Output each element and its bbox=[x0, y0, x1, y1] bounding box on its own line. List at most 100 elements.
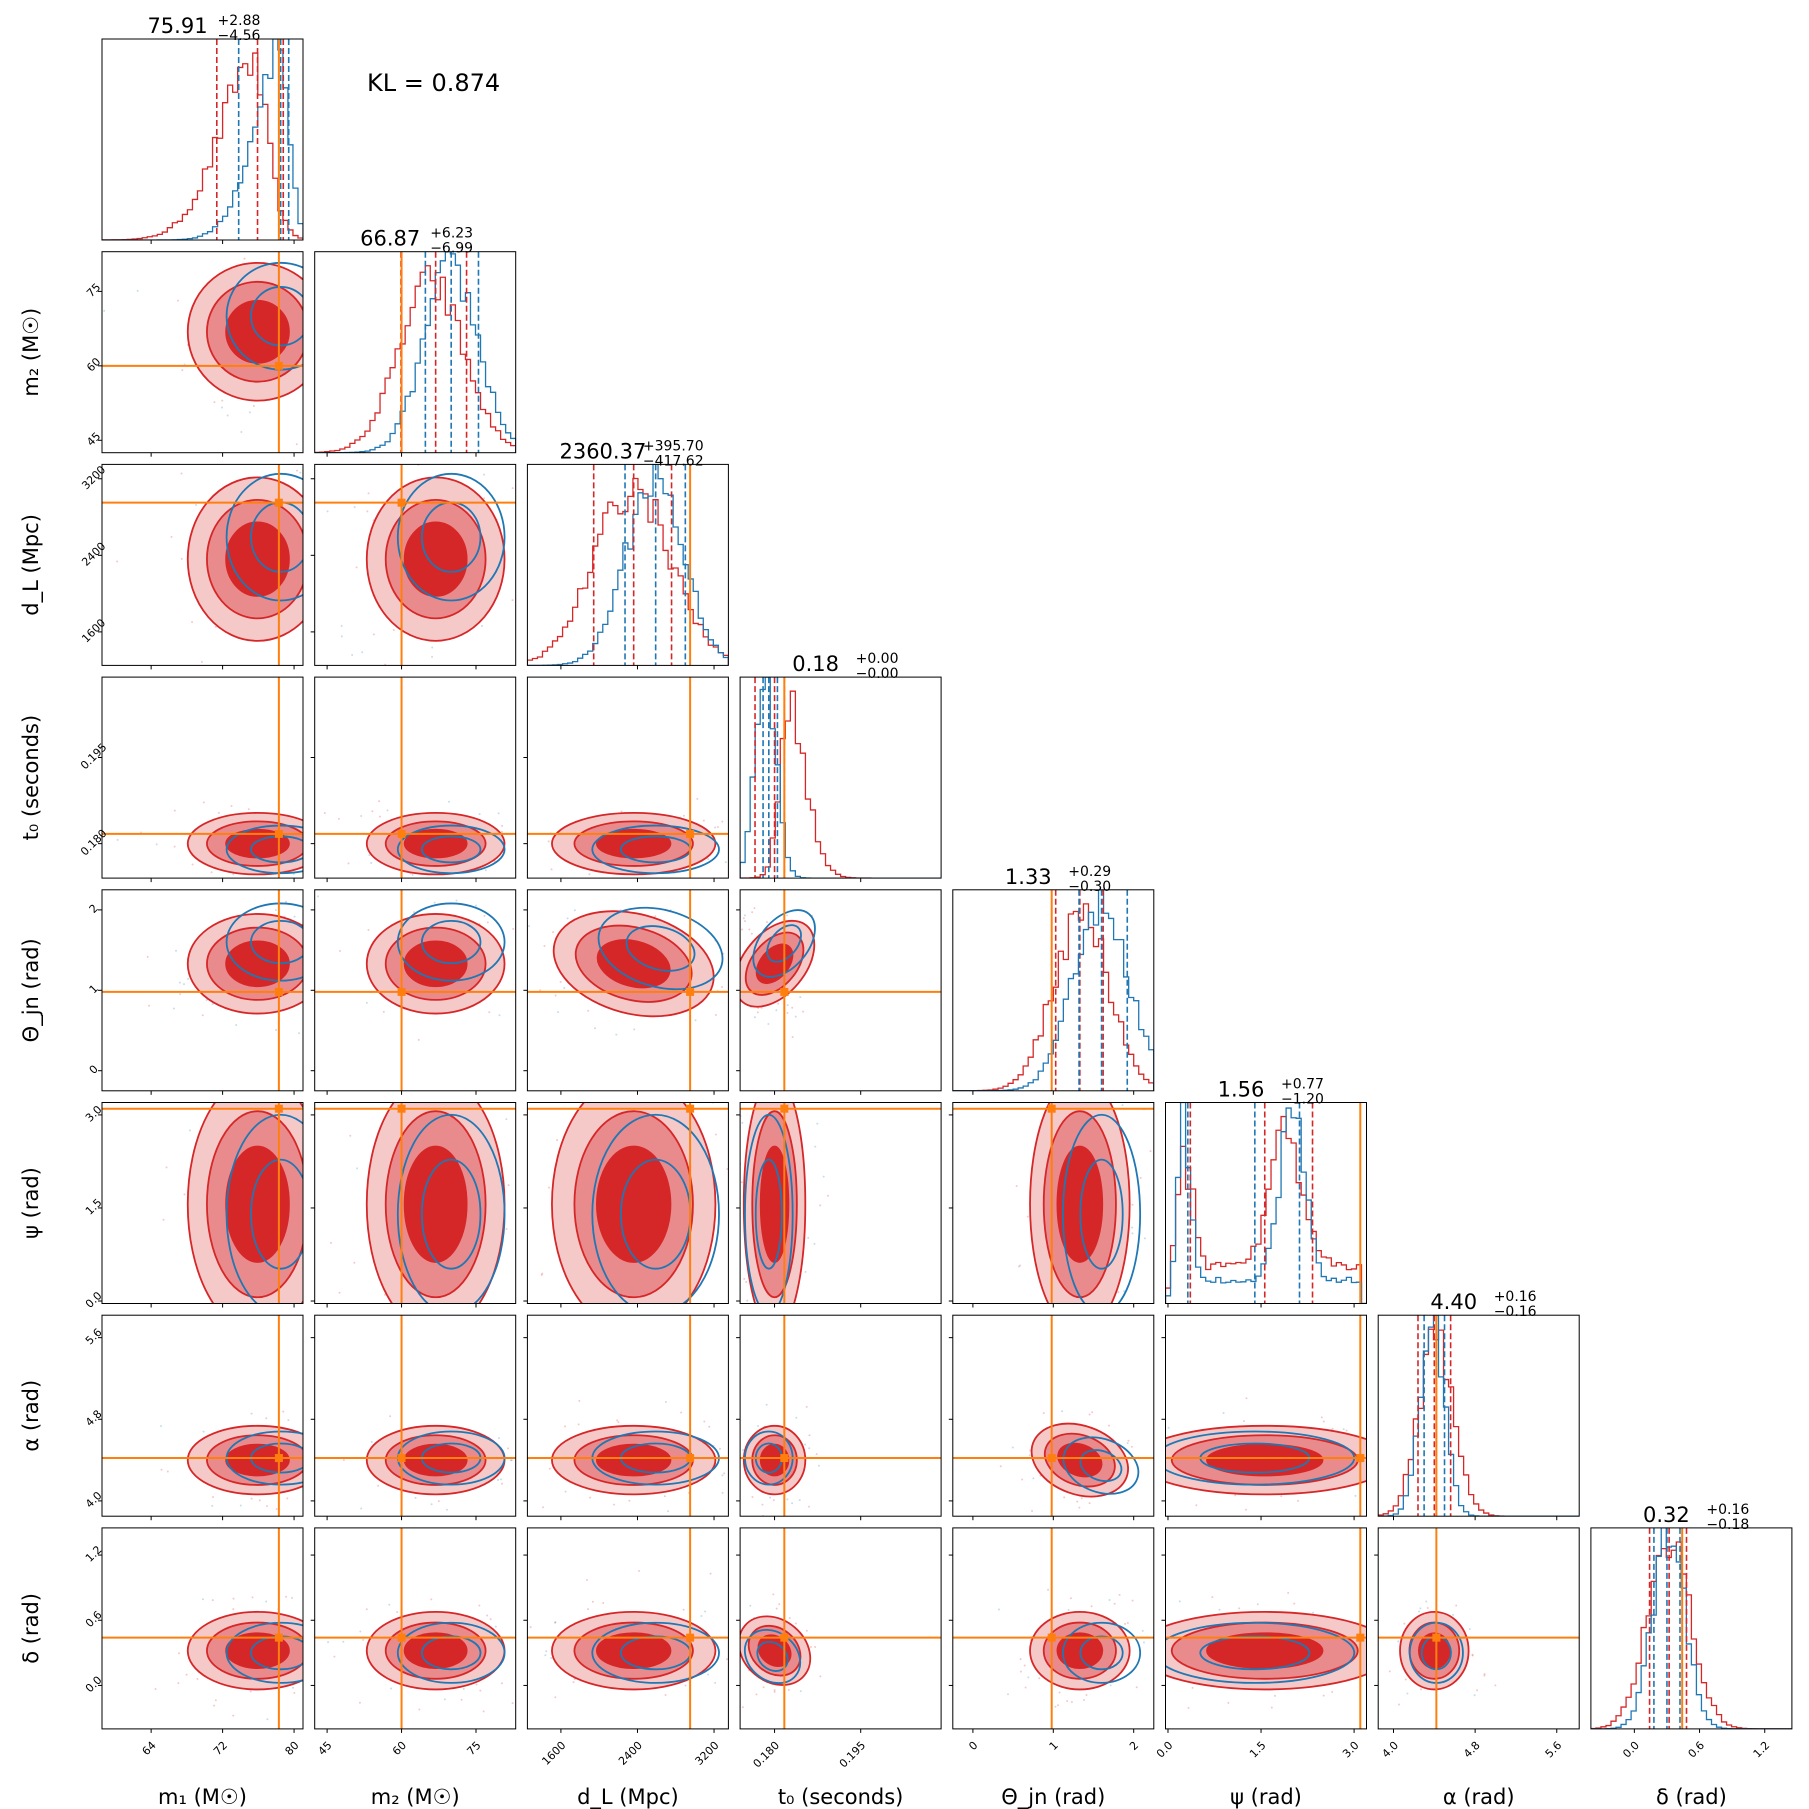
y-tick-label-m2: 75 bbox=[84, 281, 103, 300]
x-tick-label-theta: 1 bbox=[1047, 1739, 1061, 1753]
scatter-point bbox=[798, 1499, 801, 1502]
truth-marker bbox=[1356, 1633, 1365, 1642]
scatter-point bbox=[317, 895, 320, 898]
scatter-point bbox=[790, 1319, 792, 1321]
truth-marker bbox=[397, 1633, 406, 1642]
scatter-point bbox=[735, 1029, 737, 1031]
scatter-point bbox=[383, 1293, 386, 1296]
hist-panel-dL bbox=[527, 464, 729, 666]
blue-contour-outer bbox=[1062, 1621, 1142, 1684]
scatter-point bbox=[256, 448, 258, 450]
scatter-point bbox=[507, 1447, 510, 1450]
scatter-point bbox=[1108, 1070, 1110, 1072]
scatter-point bbox=[483, 497, 486, 500]
scatter-point bbox=[769, 1496, 772, 1499]
scatter-point bbox=[664, 1400, 667, 1403]
scatter-point bbox=[251, 1596, 254, 1599]
contour-panel-delta-vs-m1 bbox=[102, 1527, 330, 1729]
scatter-point bbox=[328, 1696, 330, 1698]
scatter-point bbox=[357, 1485, 359, 1487]
scatter-point bbox=[588, 873, 591, 876]
panel-frame bbox=[314, 463, 517, 666]
scatter-point bbox=[248, 411, 251, 414]
blue-contour-outer bbox=[1062, 1113, 1142, 1304]
scatter-point bbox=[702, 819, 705, 822]
scatter-point bbox=[1038, 1677, 1041, 1680]
scatter-point bbox=[1108, 1599, 1111, 1602]
scatter-point bbox=[324, 1466, 326, 1468]
scatter-point bbox=[577, 1423, 580, 1426]
scatter-point bbox=[1167, 1426, 1170, 1429]
scatter-point bbox=[815, 1453, 818, 1456]
scatter-point bbox=[1076, 1500, 1079, 1503]
scatter-point bbox=[775, 1607, 778, 1610]
panel-title-sub-m2: −6.99 bbox=[430, 241, 473, 257]
scatter-point bbox=[1124, 1622, 1127, 1625]
scatter-point bbox=[505, 1118, 508, 1121]
scatter-point bbox=[774, 1076, 776, 1078]
scatter-point bbox=[1118, 1593, 1121, 1596]
scatter-point bbox=[587, 882, 589, 884]
scatter-point bbox=[1087, 1066, 1089, 1068]
scatter-point bbox=[517, 894, 519, 896]
scatter-point bbox=[308, 1480, 310, 1482]
scatter-point bbox=[306, 1014, 308, 1016]
scatter-point bbox=[694, 1019, 697, 1022]
scatter-point bbox=[1322, 1420, 1325, 1423]
scatter-point bbox=[1139, 1176, 1142, 1179]
scatter-point bbox=[1426, 1607, 1429, 1610]
scatter-point bbox=[241, 435, 243, 437]
scatter-point bbox=[544, 1654, 547, 1657]
scatter-point bbox=[186, 1364, 188, 1366]
scatter-point bbox=[354, 815, 356, 817]
scatter-point bbox=[1143, 1448, 1145, 1450]
red-histogram bbox=[952, 903, 1154, 1091]
y-tick-label-t0: 0.180 bbox=[78, 827, 109, 858]
truth-marker bbox=[1432, 1633, 1441, 1642]
scatter-point bbox=[768, 1369, 770, 1371]
scatter-point bbox=[748, 928, 751, 931]
blue-contour-outer bbox=[396, 902, 506, 982]
scatter-point bbox=[321, 552, 323, 554]
blue-contour-inner bbox=[625, 925, 696, 972]
y-tick-label-t0: 0.195 bbox=[78, 741, 109, 772]
hist-panel-alpha bbox=[1378, 1315, 1580, 1517]
scatter-point bbox=[1154, 1461, 1156, 1463]
x-axis-label-dL: d_L (Mpc) bbox=[577, 1785, 679, 1809]
scatter-point bbox=[773, 1690, 776, 1693]
scatter-point bbox=[721, 985, 724, 988]
scatter-point bbox=[310, 596, 312, 598]
scatter-point bbox=[1135, 1686, 1138, 1689]
blue-contour-inner bbox=[421, 1158, 482, 1270]
blue-contour-inner bbox=[250, 286, 303, 347]
scatter-point bbox=[462, 1687, 465, 1690]
scatter-point bbox=[505, 1227, 508, 1230]
x-tick-label-alpha: 4.8 bbox=[1461, 1739, 1483, 1761]
scatter-point bbox=[519, 1698, 521, 1700]
x-axis-label-m1: m₁ (M☉) bbox=[158, 1785, 247, 1809]
scatter-point bbox=[180, 472, 183, 475]
scatter-point bbox=[787, 1688, 790, 1691]
red-contour-inner bbox=[403, 940, 468, 988]
scatter-point bbox=[235, 1024, 238, 1027]
scatter-point bbox=[241, 455, 243, 457]
scatter-point bbox=[304, 269, 306, 271]
scatter-point bbox=[772, 1499, 775, 1502]
hist-panel-psi bbox=[1165, 1102, 1367, 1304]
scatter-point bbox=[786, 1004, 789, 1007]
scatter-point bbox=[554, 1696, 557, 1699]
scatter-point bbox=[1438, 1449, 1440, 1451]
scatter-point bbox=[1473, 1694, 1476, 1697]
hist-panel-t0 bbox=[740, 677, 942, 879]
scatter-point bbox=[362, 1638, 365, 1641]
x-tick-label-psi: 1.5 bbox=[1247, 1739, 1269, 1761]
scatter-point bbox=[338, 1291, 341, 1294]
red-histogram bbox=[740, 690, 942, 879]
scatter-point bbox=[771, 1308, 773, 1310]
scatter-point bbox=[1019, 1670, 1022, 1673]
scatter-point bbox=[266, 1718, 269, 1721]
panel-title-sub-theta: −0.30 bbox=[1068, 879, 1111, 895]
scatter-point bbox=[417, 1038, 420, 1041]
scatter-point bbox=[517, 1483, 519, 1485]
scatter-point bbox=[177, 1682, 180, 1685]
